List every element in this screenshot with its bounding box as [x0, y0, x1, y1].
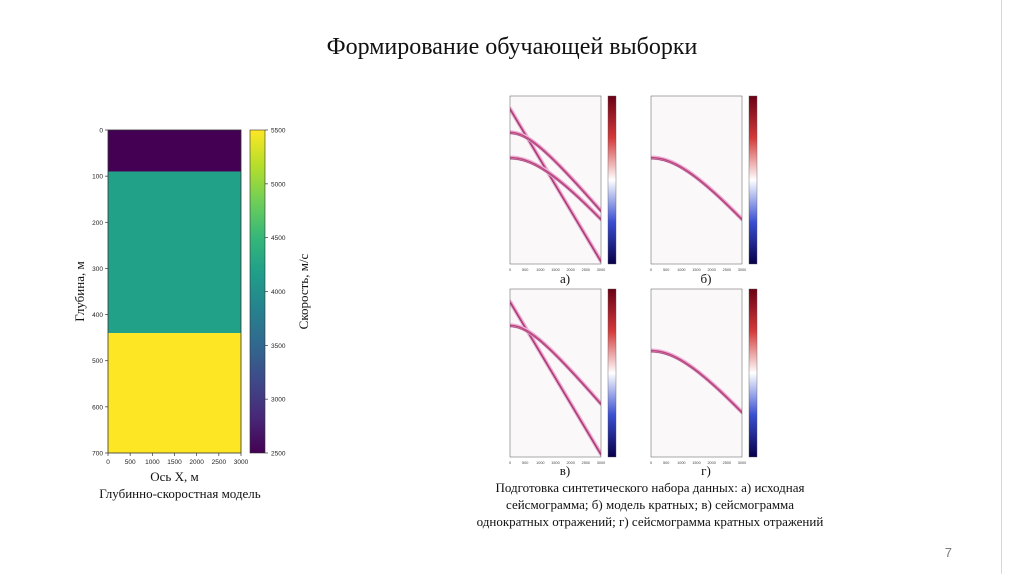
event-group	[651, 348, 742, 415]
reflection-event-trough	[510, 158, 601, 221]
reflection-event	[651, 156, 742, 220]
reflection-event	[510, 131, 601, 212]
colorbar-tick-label: 3000	[271, 397, 286, 404]
colorbar-tick-label: 2500	[271, 451, 286, 458]
seismogram-panel-c: 0 500 1000 1500 2000 2500 3000	[509, 288, 617, 465]
velocity-model-chart: 0 500 1000 1500 2000 2500 3000 0 100 200 300 400 500…	[72, 128, 311, 485]
y-tick-label: 200	[92, 220, 103, 227]
x-tick-label: 1500	[692, 268, 700, 272]
x-tick-label: 3000	[738, 461, 746, 465]
seismogram-caption-line-3: однократных отражений; г) сейсмограмма к…	[476, 514, 824, 529]
x-tick-label: 1000	[677, 461, 685, 465]
x-tick-label: 1500	[692, 461, 700, 465]
velocity-layer-1	[108, 130, 241, 172]
x-tick-label: 500	[522, 461, 528, 465]
panel-label-b: б)	[700, 271, 712, 286]
x-tick-label: 500	[522, 268, 528, 272]
seismogram-frame	[650, 95, 743, 265]
y-tick-label: 500	[92, 358, 103, 365]
colorbar-tick-label: 4500	[271, 235, 286, 242]
x-tick-label: 2500	[582, 461, 590, 465]
x-tick-label: 500	[663, 268, 669, 272]
x-tick-label: 1000	[536, 268, 544, 272]
y-axis-label: Глубина, м	[72, 261, 87, 321]
x-tick-label: 1000	[145, 459, 160, 466]
page-number: 7	[944, 545, 952, 560]
x-tick-label: 2500	[212, 459, 227, 466]
panel-label-a: а)	[559, 271, 571, 286]
y-tick-label: 600	[92, 404, 103, 411]
x-tick-label: 1500	[167, 459, 182, 466]
velocity-layer-2	[108, 171, 241, 334]
seismogram-panel-b: 0 500 1000 1500 2000 2500 3000	[650, 95, 758, 272]
reflection-event	[510, 108, 601, 262]
x-tick-label: 1000	[677, 268, 685, 272]
x-tick-label: 0	[650, 268, 652, 272]
seismogram-frame	[509, 288, 602, 458]
panel-label-d: г)	[701, 463, 711, 478]
x-tick-label: 2500	[723, 461, 731, 465]
slide-edge-line	[1001, 0, 1002, 574]
x-tick-label: 500	[125, 459, 136, 466]
colorbar-tick-label: 5500	[271, 128, 286, 135]
seismic-colorbar	[748, 288, 758, 458]
x-tick-label: 0	[106, 459, 110, 466]
x-axis-label: Ось X, м	[150, 469, 198, 484]
x-tick-label: 1500	[551, 461, 559, 465]
velocity-layer-3	[108, 333, 241, 453]
panel-label-c: в)	[559, 463, 571, 478]
reflection-event-trough	[651, 351, 742, 414]
event-group	[510, 106, 601, 264]
colorbar-tick-label: 4000	[271, 289, 286, 296]
colorbar-tick-label: 3500	[271, 343, 286, 350]
x-tick-label: 2000	[189, 459, 204, 466]
seismic-colorbar	[748, 95, 758, 265]
seismogram-caption-line-1: Подготовка синтетического набора данных:…	[495, 480, 805, 495]
reflection-event	[510, 324, 601, 405]
x-tick-label: 2000	[566, 461, 574, 465]
y-tick-label: 0	[99, 128, 103, 135]
reflection-event-trough	[651, 158, 742, 221]
y-tick-label: 400	[92, 312, 103, 319]
seismic-colorbar	[607, 95, 617, 265]
y-tick-label: 100	[92, 174, 103, 181]
x-tick-label: 1000	[536, 461, 544, 465]
seismogram-caption-line-2: сейсмограмма; б) модель кратных; в) сейс…	[506, 497, 794, 512]
colorbar-label: Скорость, м/с	[296, 253, 311, 329]
event-group	[651, 155, 742, 222]
x-tick-label: 0	[650, 461, 652, 465]
seismogram-caption: Подготовка синтетического набора данных:…	[455, 479, 845, 530]
x-tick-label: 3000	[738, 268, 746, 272]
x-tick-label: 500	[663, 461, 669, 465]
x-tick-label: 0	[509, 268, 511, 272]
x-tick-label: 3000	[597, 461, 605, 465]
x-tick-label: 2000	[707, 461, 715, 465]
x-tick-label: 2000	[566, 268, 574, 272]
x-tick-label: 0	[509, 461, 511, 465]
seismogram-frame	[509, 95, 602, 265]
reflection-event	[510, 301, 601, 455]
seismogram-panel-d: 0 500 1000 1500 2000 2500 3000	[650, 288, 758, 465]
reflection-event	[510, 156, 601, 220]
seismic-colorbar	[607, 288, 617, 458]
reflection-event-trough	[510, 133, 601, 213]
x-tick-label: 3000	[597, 268, 605, 272]
reflection-event	[651, 349, 742, 413]
x-tick-label: 2500	[723, 268, 731, 272]
slide-title: Формирование обучающей выборки	[326, 34, 698, 60]
x-tick-label: 2000	[707, 268, 715, 272]
x-tick-label: 2500	[582, 268, 590, 272]
x-tick-label: 3000	[234, 459, 249, 466]
y-tick-label: 700	[92, 451, 103, 458]
colorbar-tick-label: 5000	[271, 181, 286, 188]
y-tick-label: 300	[92, 266, 103, 273]
seismogram-frame	[650, 288, 743, 458]
colorbar	[249, 129, 266, 454]
velocity-model-caption: Глубинно-скоростная модель	[99, 486, 261, 501]
event-group	[510, 299, 601, 457]
seismogram-panel-a: 0 500 1000 1500 2000 2500 3000	[509, 95, 617, 272]
x-tick-label: 1500	[551, 268, 559, 272]
reflection-event-trough	[510, 326, 601, 406]
